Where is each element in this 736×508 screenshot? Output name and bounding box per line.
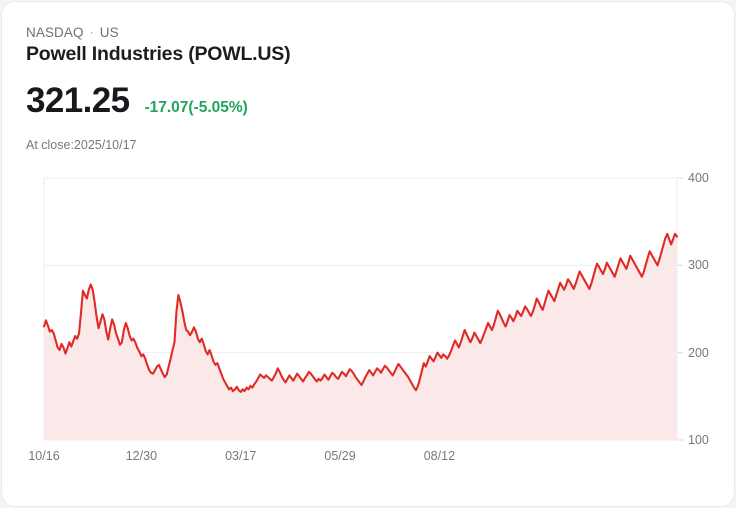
price-chart[interactable]: 400 300 200 100 10/16 12/30 03/17 05/29 08/12 — [2, 162, 734, 482]
x-axis-label: 03/17 — [225, 449, 257, 463]
page-title: Powell Industries (POWL.US) — [26, 43, 291, 65]
price-change: -17.07(-5.05%) — [144, 99, 248, 116]
price-line — [42, 232, 679, 394]
y-axis-label: 200 — [688, 345, 709, 360]
y-axis-label: 100 — [688, 433, 709, 447]
price-chart-svg — [42, 177, 683, 441]
separator-dot: · — [89, 25, 94, 39]
region-label: US — [99, 25, 119, 40]
x-axis-label: 05/29 — [324, 449, 356, 463]
x-axis-label: 08/12 — [423, 449, 456, 463]
price-row: 321.25 -17.07(-5.05%) — [26, 82, 248, 120]
exchange-label: NASDAQ — [26, 25, 84, 40]
y-axis-label: 400 — [688, 171, 709, 185]
x-axis-label: 10/16 — [28, 449, 60, 463]
price-area-fill — [44, 233, 677, 440]
last-price: 321.25 — [26, 81, 130, 120]
exchange-region: NASDAQ · US — [26, 25, 119, 40]
x-axis-label: 12/30 — [125, 449, 158, 463]
y-axis-label: 300 — [688, 258, 709, 273]
market-status-note: At close:2025/10/17 — [26, 138, 137, 152]
